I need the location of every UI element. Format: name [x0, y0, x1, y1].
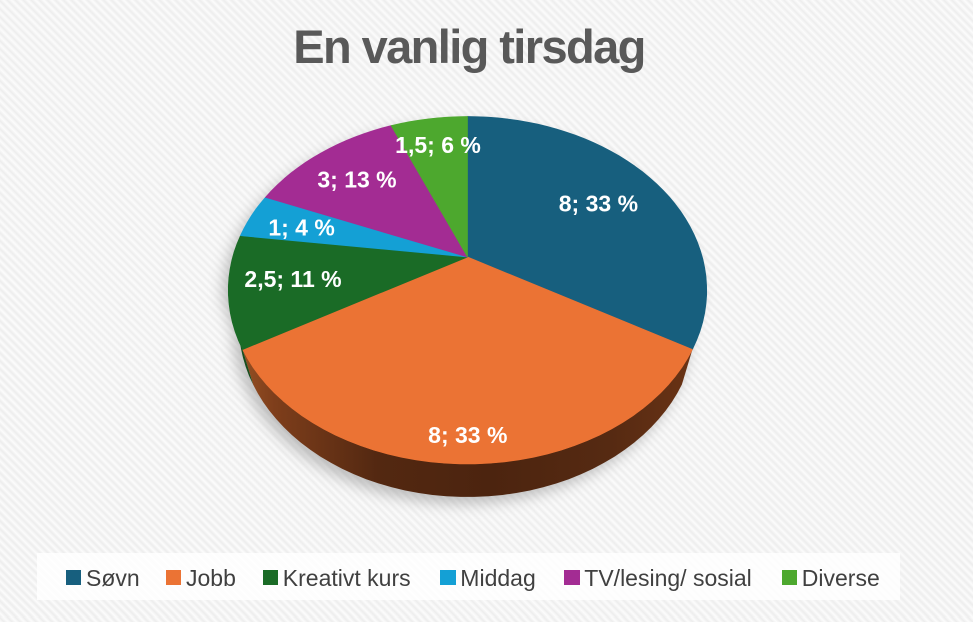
- svg-text:3; 13 %: 3; 13 %: [317, 166, 396, 192]
- svg-text:8; 33 %: 8; 33 %: [428, 422, 507, 448]
- svg-text:2,5; 11 %: 2,5; 11 %: [244, 266, 341, 292]
- svg-text:1; 4 %: 1; 4 %: [268, 214, 334, 240]
- svg-text:1,5; 6 %: 1,5; 6 %: [395, 132, 481, 158]
- svg-text:8; 33 %: 8; 33 %: [559, 191, 638, 217]
